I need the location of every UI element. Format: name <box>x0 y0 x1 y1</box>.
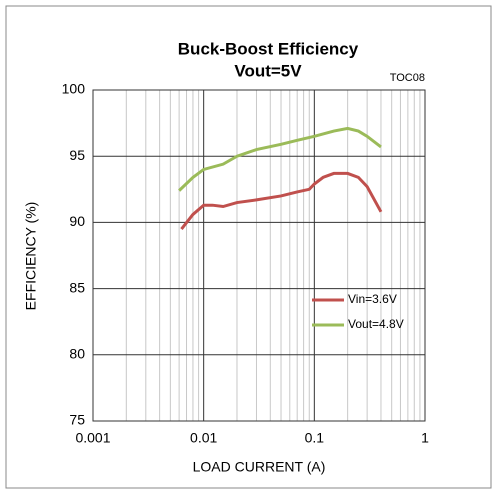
series-line <box>180 171 383 230</box>
legend-label: Vout=4.8V <box>348 317 404 331</box>
x-tick-label: 0.1 <box>305 430 325 446</box>
annotation: TOC08 <box>390 72 425 84</box>
y-tick-label: 75 <box>69 412 85 428</box>
x-axis-label: LOAD CURRENT (A) <box>193 459 326 475</box>
x-tick-label: 0.001 <box>75 430 110 446</box>
y-tick-label: 95 <box>69 147 85 163</box>
y-tick-label: 85 <box>69 279 85 295</box>
x-tick-label: 0.01 <box>190 430 217 446</box>
chart-subtitle: Vout=5V <box>234 61 302 80</box>
x-tick-label: 1 <box>421 430 429 446</box>
y-axis-label: EFFICIENCY (%) <box>23 202 39 311</box>
chart-title: Buck-Boost Efficiency <box>178 39 359 58</box>
y-tick-label: 100 <box>62 81 86 97</box>
plot-area <box>92 89 426 422</box>
frame <box>5 5 492 489</box>
series-line <box>178 126 382 192</box>
legend-label: Vin=3.6V <box>348 292 397 306</box>
y-tick-label: 90 <box>69 213 85 229</box>
y-tick-label: 80 <box>69 346 85 362</box>
